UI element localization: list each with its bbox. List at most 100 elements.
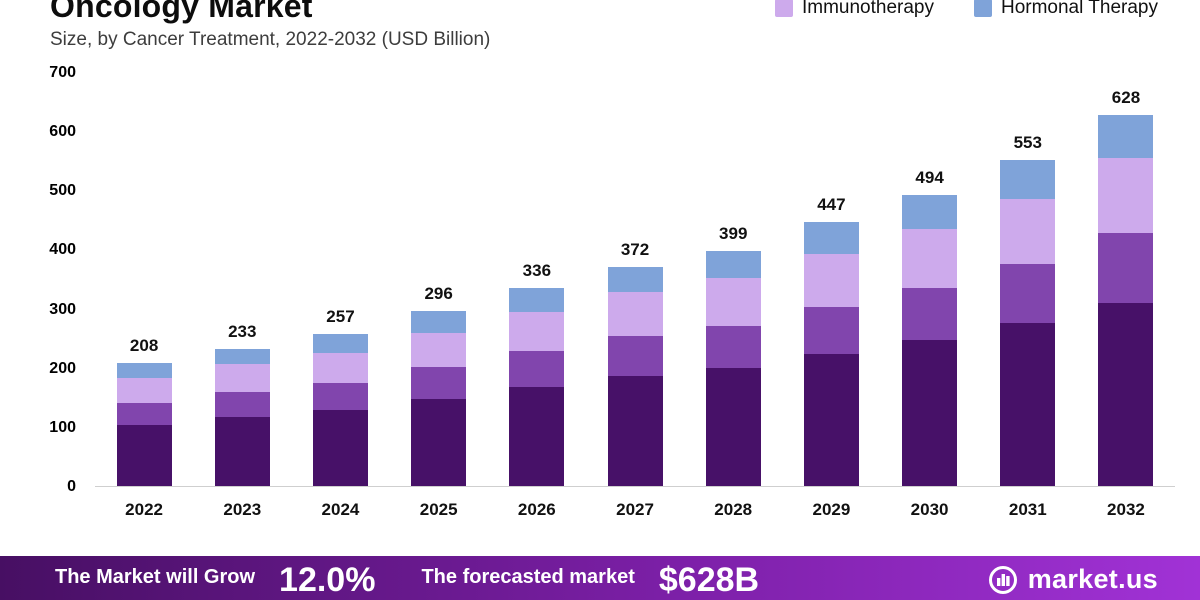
segment-unlabeled-dark-purple-	[705, 367, 761, 486]
segment-hormonal-therapy	[705, 250, 761, 279]
segment-unlabeled-medium-purple-	[1098, 233, 1154, 304]
segment-unlabeled-medium-purple-	[312, 382, 368, 410]
segment-hormonal-therapy	[116, 363, 172, 379]
segment-immunotherapy	[411, 332, 467, 368]
y-tick-label: 400	[49, 241, 76, 259]
bar-total-label: 296	[424, 284, 453, 304]
bar-group-2032: 628 2032	[1077, 73, 1175, 519]
stacked-bar-chart: 0 100 200 300 400 500 600 700 208 2022 233 2023 257…	[30, 64, 1180, 519]
bar-total-label: 372	[620, 239, 650, 259]
y-tick-label: 100	[49, 418, 76, 436]
segment-immunotherapy	[214, 364, 270, 393]
segment-immunotherapy	[1098, 157, 1154, 234]
bar-total-label: 553	[1013, 132, 1042, 152]
bar-stack	[803, 222, 859, 486]
bar-total-label: 233	[228, 321, 257, 341]
growth-label: The Market will Grow	[55, 566, 256, 588]
bar-group-2025: 296 2025	[390, 73, 488, 519]
y-axis: 0 100 200 300 400 500 600 700	[30, 64, 90, 495]
bar-group-2026: 336 2026	[488, 73, 586, 519]
legend-swatch	[774, 0, 793, 17]
bar-group-2030: 494 2030	[881, 73, 979, 519]
segment-unlabeled-medium-purple-	[411, 367, 467, 399]
segment-unlabeled-dark-purple-	[1000, 322, 1056, 486]
bar-group-2023: 233 2023	[193, 73, 291, 519]
segment-unlabeled-dark-purple-	[214, 416, 270, 486]
y-tick-label: 0	[67, 478, 76, 495]
forecast-label: The forecasted market	[421, 566, 635, 588]
x-axis-label: 2029	[812, 500, 851, 519]
bar-total-label: 399	[719, 223, 748, 243]
legend-item-immunotherapy: Immunotherapy	[774, 0, 934, 19]
y-tick-label: 600	[49, 123, 76, 141]
segment-unlabeled-medium-purple-	[902, 287, 958, 341]
segment-unlabeled-dark-purple-	[803, 353, 859, 486]
bar-group-2028: 399 2028	[684, 73, 782, 519]
segment-immunotherapy	[509, 311, 565, 352]
plot-area: 208 2022 233 2023 257 2024 296 2025 336 2026 372 20…	[95, 73, 1175, 519]
bar-group-2031: 553 2031	[979, 73, 1077, 519]
segment-unlabeled-dark-purple-	[509, 386, 565, 486]
marketus-logo-text: market.us	[1027, 564, 1158, 594]
segment-hormonal-therapy	[1000, 159, 1056, 199]
segment-unlabeled-dark-purple-	[411, 398, 467, 486]
bar-total-label: 494	[915, 167, 944, 187]
segment-unlabeled-medium-purple-	[509, 351, 565, 387]
segment-hormonal-therapy	[607, 266, 663, 293]
segment-unlabeled-medium-purple-	[705, 325, 761, 368]
bar-total-label: 208	[129, 336, 159, 356]
bar-total-label: 257	[326, 307, 355, 327]
segment-unlabeled-dark-purple-	[607, 375, 663, 486]
segment-unlabeled-medium-purple-	[1000, 263, 1056, 323]
segment-unlabeled-medium-purple-	[607, 336, 663, 376]
bar-stack	[607, 266, 663, 486]
segment-hormonal-therapy	[509, 287, 565, 312]
bar-stack	[312, 334, 368, 486]
segment-unlabeled-dark-purple-	[1098, 303, 1154, 486]
x-axis-label: 2031	[1008, 500, 1047, 519]
bar-stack	[214, 348, 270, 486]
cagr-value: 12.0%	[279, 561, 376, 599]
legend: Immunotherapy Hormonal Therapy	[774, 0, 1158, 19]
bar-total-label: 336	[522, 260, 552, 280]
y-tick-label: 500	[49, 182, 76, 200]
segment-hormonal-therapy	[902, 194, 958, 230]
footer-banner: The Market will Grow 12.0% The forecaste…	[0, 556, 1200, 600]
x-axis-label: 2028	[714, 500, 753, 519]
bar-group-2022: 208 2022	[95, 73, 193, 519]
legend-swatch	[973, 0, 992, 17]
x-axis-label: 2027	[616, 500, 654, 519]
x-axis-label: 2030	[910, 500, 949, 519]
x-axis-label: 2023	[223, 500, 262, 519]
forecast-value: $628B	[658, 561, 760, 599]
bar-group-2027: 372 2027	[586, 73, 684, 519]
y-tick-label: 700	[49, 64, 76, 81]
page-subtitle: Size, by Cancer Treatment, 2022-2032 (US…	[50, 29, 491, 50]
segment-immunotherapy	[705, 278, 761, 326]
segment-immunotherapy	[803, 254, 859, 307]
segment-hormonal-therapy	[803, 222, 859, 255]
x-axis-label: 2025	[419, 500, 458, 519]
bar-group-2029: 447 2029	[782, 73, 880, 519]
bar-stack	[705, 250, 761, 486]
segment-immunotherapy	[1000, 198, 1056, 264]
segment-unlabeled-medium-purple-	[116, 402, 172, 425]
header: Oncology Market Size, by Cancer Treatmen…	[50, 0, 490, 51]
segment-immunotherapy	[902, 229, 958, 288]
segment-hormonal-therapy	[214, 348, 270, 365]
segment-hormonal-therapy	[1098, 115, 1154, 158]
marketus-logo: market.us	[988, 564, 1158, 595]
x-axis-label: 2032	[1107, 500, 1145, 519]
segment-immunotherapy	[312, 352, 368, 383]
segment-unlabeled-medium-purple-	[214, 392, 270, 417]
segment-immunotherapy	[607, 292, 663, 337]
bar-group-2024: 257 2024	[291, 73, 389, 519]
bar-stack	[411, 311, 467, 486]
x-axis-label: 2024	[321, 500, 360, 519]
bar-total-label: 628	[1111, 88, 1141, 108]
segment-unlabeled-medium-purple-	[803, 306, 859, 354]
segment-immunotherapy	[116, 378, 172, 403]
bar-stack	[509, 287, 565, 486]
x-axis-label: 2026	[517, 500, 556, 519]
